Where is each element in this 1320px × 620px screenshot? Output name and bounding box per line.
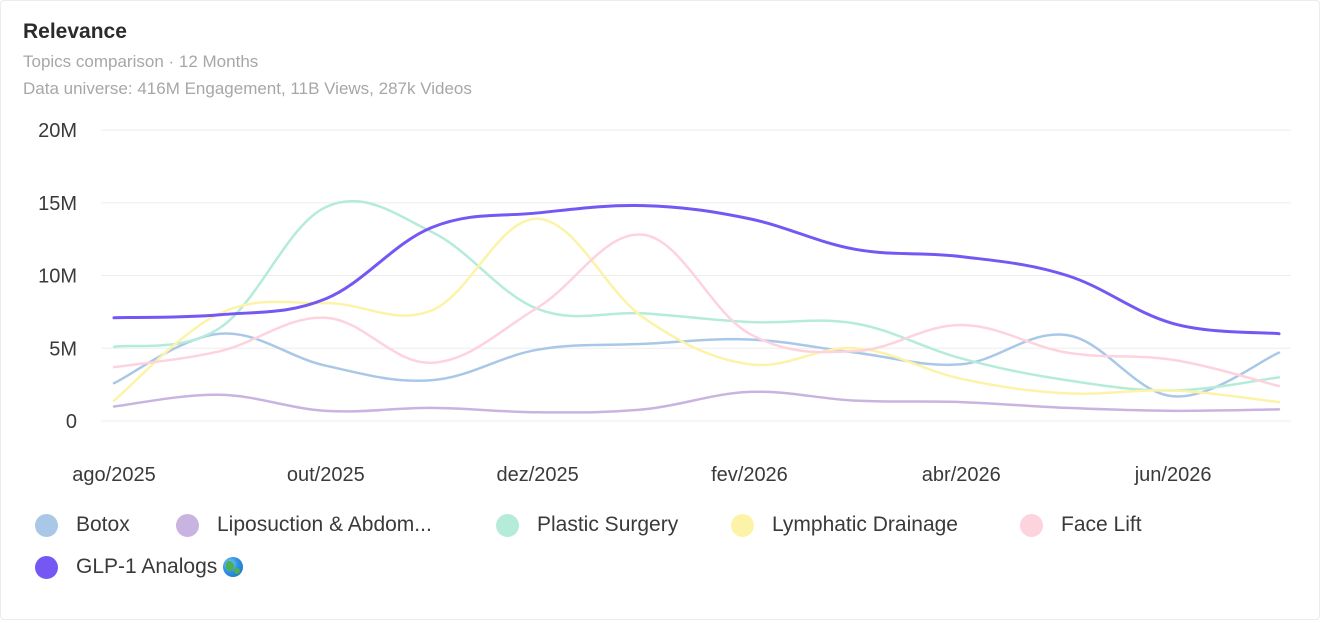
x-tick-label: out/2025 <box>287 464 365 486</box>
legend-item[interactable]: Liposuction & Abdom... <box>176 511 432 539</box>
y-tick-label: 10M <box>38 266 77 288</box>
x-tick-label: fev/2026 <box>711 464 788 486</box>
y-tick-label: 20M <box>38 120 77 142</box>
globe-icon <box>223 557 244 577</box>
legend-color-dot <box>176 513 199 537</box>
line-chart: 0 5M 10M 15M 20M ago/2025 out/2025 dez/2025 fev/… <box>38 120 1291 486</box>
chart-subtitle: Topics comparison · 12 Months <box>23 52 259 71</box>
legend-label: GLP-1 Analogs <box>76 555 218 578</box>
series-line-glp-1-analogs <box>112 204 1281 336</box>
x-tick-label: dez/2025 <box>496 464 578 486</box>
series-line-liposuction-abdom <box>112 390 1281 414</box>
legend-item[interactable]: GLP-1 Analogs <box>35 553 244 581</box>
legend-label: Plastic Surgery <box>537 513 679 536</box>
data-universe-text: Data universe: 416M Engagement, 11B View… <box>23 79 472 98</box>
x-tick-label: jun/2026 <box>1134 464 1212 486</box>
legend-color-dot <box>35 555 58 579</box>
legend-item[interactable]: Lymphatic Drainage <box>731 511 958 539</box>
y-tick-label: 5M <box>49 338 77 360</box>
series-line-face-lift <box>112 233 1281 388</box>
legend-color-dot <box>496 513 519 537</box>
x-tick-label: abr/2026 <box>922 464 1001 486</box>
y-tick-label: 0 <box>66 411 77 433</box>
legend-color-dot <box>35 513 58 537</box>
legend-color-dot <box>1020 513 1043 537</box>
y-tick-label: 15M <box>38 193 77 215</box>
legend-color-dot <box>731 513 754 537</box>
legend-item[interactable]: Botox <box>35 511 130 539</box>
legend-label: Liposuction & Abdom... <box>217 513 432 536</box>
series-line-botox <box>112 332 1281 398</box>
legend-label: Botox <box>76 513 130 536</box>
series-line-plastic-surgery <box>112 199 1281 392</box>
legend-label: Lymphatic Drainage <box>772 513 958 536</box>
legend-item[interactable]: Plastic Surgery <box>496 511 678 539</box>
x-tick-label: ago/2025 <box>72 464 155 486</box>
legend-label: Face Lift <box>1061 513 1142 536</box>
legend-item[interactable]: Face Lift <box>1020 511 1142 539</box>
chart-title: Relevance <box>23 20 127 43</box>
